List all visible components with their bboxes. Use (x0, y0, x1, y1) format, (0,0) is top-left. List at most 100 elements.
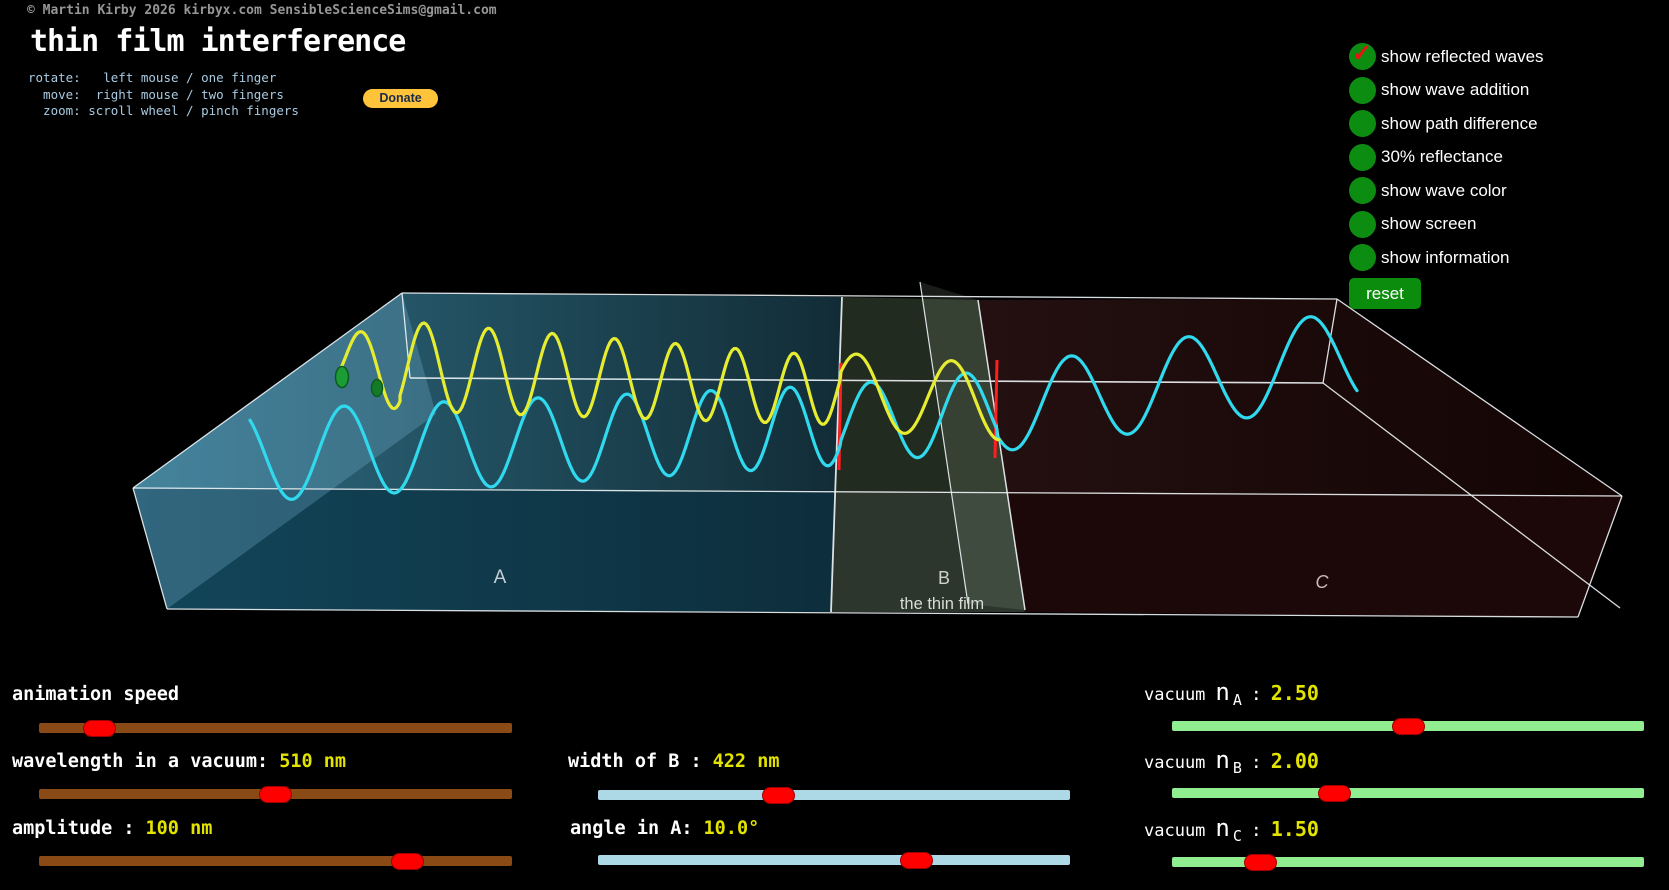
view-option-show-screen[interactable]: show screen (1349, 210, 1544, 238)
view-option-label: 30% reflectance (1381, 147, 1503, 166)
bc-boundary-back-line-wireframe (919, 281, 969, 605)
slider-label-animation_speed: animation speed (12, 684, 179, 705)
front-bottom-edge-wireframe (166, 608, 1579, 618)
mid-plane-right-edge-wireframe (1322, 382, 1621, 609)
region-c-front-face (1008, 493, 1622, 617)
view-option-show-path-difference[interactable]: show path difference (1349, 110, 1544, 137)
region-a-front-face (133, 488, 836, 612)
region-c-top-face (978, 299, 1622, 496)
slider-value-angle_a: 10.0° (703, 818, 760, 839)
mid-plane-edge-wireframe (409, 377, 1324, 384)
region-b-front-face (831, 491, 1025, 612)
slider-track-amplitude[interactable] (39, 856, 512, 866)
checkmark-icon: ✓ (1352, 40, 1373, 67)
donate-button[interactable]: Donate (363, 89, 438, 108)
view-option-show-information[interactable]: show information (1349, 244, 1544, 271)
slider-sub-n_c: C (1232, 827, 1242, 845)
bc-boundary-line-wireframe (977, 299, 1026, 611)
slider-label-amplitude: amplitude : 100 nm (12, 818, 212, 839)
radio-circle-icon[interactable] (1349, 244, 1376, 271)
slider-thumb-n_c[interactable] (1243, 853, 1277, 871)
slider-prefix-n_b: vacuum (1144, 753, 1206, 773)
slider-label-n_a: vacuum n A:2.50 (1144, 678, 1319, 709)
slider-separator-n_c: : (1250, 820, 1262, 841)
radio-circle-icon[interactable] (1349, 110, 1376, 137)
region-label-a: A (494, 567, 507, 588)
slider-label-n_b: vacuum n B:2.00 (1144, 746, 1319, 777)
view-option-30-reflectance[interactable]: 30% reflectance (1349, 143, 1544, 171)
view-option-label: show wave addition (1381, 80, 1530, 99)
page-title: thin film interference (30, 24, 406, 59)
slider-label-angle_a: angle in A: 10.0° (570, 818, 759, 839)
slider-track-animation_speed[interactable] (39, 723, 512, 733)
slider-thumb-n_b[interactable] (1317, 784, 1351, 802)
slider-thumb-animation_speed[interactable] (82, 719, 116, 737)
radio-circle-icon[interactable]: ✓ (1349, 40, 1376, 70)
slider-label-width_b: width of B : 422 nm (568, 751, 779, 772)
slider-track-angle_a[interactable] (598, 855, 1070, 865)
slider-prefix-n_a: vacuum (1144, 685, 1206, 705)
slider-value-wavelength: 510 nm (279, 751, 347, 772)
right-front-edge-wireframe (1577, 495, 1623, 618)
slider-separator-n_b: : (1250, 752, 1262, 773)
slider-sub-n_a: A (1232, 691, 1242, 709)
region-b-top-face (836, 297, 1008, 493)
view-options-panel: ✓ show reflected waves show wave addition s… (1349, 40, 1544, 278)
left-face (133, 293, 436, 609)
slider-value-n_c: 1.50 (1270, 817, 1319, 841)
slider-text-animation_speed: animation speed (12, 684, 180, 705)
front-top-edge-wireframe (132, 487, 1623, 497)
interface-marker-bc (993, 359, 999, 459)
slider-thumb-width_b[interactable] (761, 786, 795, 804)
left-top-edge-wireframe (132, 292, 403, 489)
slider-label-wavelength: wavelength in a vacuum: 510 nm (12, 751, 346, 772)
slider-thumb-n_a[interactable] (1391, 717, 1425, 735)
reset-button[interactable]: reset (1349, 278, 1421, 309)
region-label-b: B (938, 568, 950, 588)
slider-thumb-wavelength[interactable] (258, 785, 292, 803)
view-option-label: show path difference (1381, 113, 1538, 133)
view-option-show-wave-color[interactable]: show wave color (1349, 177, 1544, 204)
slider-track-n_c[interactable] (1172, 857, 1644, 867)
slider-thumb-amplitude[interactable] (390, 852, 424, 870)
slider-symbol-n_b: n (1215, 746, 1230, 774)
copyright-text: © Martin Kirby 2026 kirbyx.com SensibleS… (27, 3, 497, 18)
slider-label-n_c: vacuum n C:1.50 (1144, 814, 1319, 845)
slider-thumb-angle_a[interactable] (899, 851, 933, 869)
slider-value-amplitude: 100 nm (145, 818, 213, 839)
left-front-edge-wireframe (132, 487, 168, 610)
radio-circle-icon[interactable] (1349, 177, 1376, 204)
view-option-show-reflected-waves[interactable]: ✓ show reflected waves (1349, 40, 1544, 70)
slider-sub-n_b: B (1232, 759, 1242, 777)
slider-value-n_a: 2.50 (1270, 681, 1319, 705)
region-a-top-face (133, 293, 842, 491)
slider-text-wavelength: wavelength in a vacuum: (12, 751, 269, 772)
back-top-edge-wireframe (401, 292, 1338, 300)
right-top-edge-wireframe (1336, 298, 1623, 497)
view-option-label: show wave color (1381, 180, 1507, 200)
incident-wave (248, 315, 1359, 502)
slider-symbol-n_a: n (1215, 678, 1230, 706)
slider-symbol-n_c: n (1215, 814, 1230, 842)
region-label-b-sub: the thin film (900, 595, 984, 613)
radio-circle-icon[interactable] (1349, 76, 1376, 104)
source-marker-2 (370, 378, 384, 398)
view-option-label: show screen (1381, 214, 1477, 233)
slider-text-width_b: width of B : (568, 751, 702, 772)
mouse-instructions: rotate: left mouse / one finger move: ri… (28, 70, 299, 118)
view-option-label: show information (1381, 247, 1510, 267)
slider-track-width_b[interactable] (598, 790, 1070, 800)
slider-track-n_b[interactable] (1172, 788, 1644, 798)
view-option-label: show reflected waves (1381, 46, 1544, 66)
reflected-wave (338, 321, 1001, 442)
region-label-c: C (1316, 572, 1330, 592)
slider-text-angle_a: angle in A: (570, 818, 693, 839)
right-back-edge-wireframe (1322, 298, 1338, 384)
slider-value-width_b: 422 nm (712, 751, 780, 772)
slider-text-amplitude: amplitude : (12, 818, 135, 839)
slider-prefix-n_c: vacuum (1144, 821, 1206, 841)
radio-circle-icon[interactable] (1349, 210, 1376, 238)
radio-circle-icon[interactable] (1349, 143, 1376, 171)
view-option-show-wave-addition[interactable]: show wave addition (1349, 76, 1544, 104)
